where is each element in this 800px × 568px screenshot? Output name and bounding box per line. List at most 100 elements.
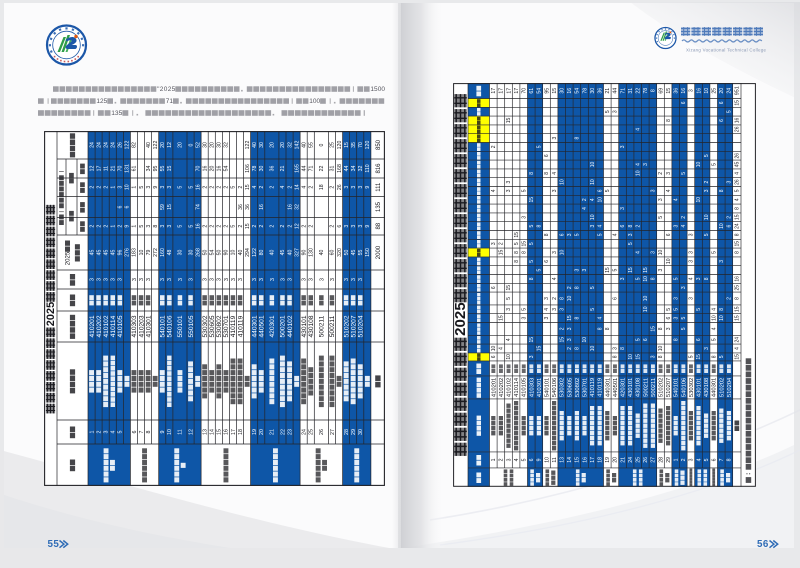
svg-text:15: 15 — [605, 267, 611, 273]
svg-text:500211: 500211 — [319, 315, 326, 337]
svg-text:3: 3 — [231, 278, 237, 281]
svg-text:3: 3 — [132, 278, 138, 281]
svg-text:3: 3 — [651, 251, 657, 254]
svg-text:3: 3 — [567, 338, 573, 341]
svg-text:31: 31 — [330, 166, 336, 172]
svg-text:10: 10 — [658, 346, 664, 352]
svg-text:50: 50 — [217, 250, 223, 256]
svg-text:3: 3 — [529, 355, 535, 358]
svg-text:30: 30 — [358, 429, 364, 435]
svg-text:26: 26 — [643, 457, 649, 463]
svg-text:34: 34 — [146, 166, 152, 172]
svg-text:78: 78 — [582, 88, 588, 94]
svg-text:2: 2 — [217, 225, 223, 228]
svg-text:15: 15 — [635, 354, 641, 360]
svg-text:2: 2 — [658, 172, 664, 175]
svg-text:52: 52 — [195, 142, 201, 148]
svg-text:74: 74 — [195, 204, 201, 210]
svg-text:5: 5 — [139, 225, 145, 228]
svg-text:5: 5 — [139, 186, 145, 189]
svg-text:327: 327 — [294, 248, 300, 257]
svg-text:3: 3 — [689, 233, 695, 236]
svg-text:10: 10 — [643, 306, 649, 312]
svg-text:5: 5 — [704, 233, 710, 236]
svg-text:1: 1 — [89, 430, 95, 433]
svg-text:8: 8 — [658, 327, 664, 330]
svg-text:5: 5 — [590, 308, 596, 311]
svg-text:21: 21 — [620, 457, 626, 463]
svg-text:183: 183 — [132, 248, 138, 257]
svg-text:3: 3 — [613, 110, 619, 113]
svg-text:120: 120 — [365, 141, 371, 150]
svg-text:82: 82 — [132, 142, 138, 148]
svg-text:16: 16 — [735, 118, 741, 124]
svg-text:3: 3 — [358, 186, 364, 189]
svg-text:10: 10 — [590, 346, 596, 352]
svg-text:500211: 500211 — [643, 378, 649, 397]
svg-text:45: 45 — [111, 250, 117, 256]
svg-text:3: 3 — [146, 278, 152, 281]
svg-text:4: 4 — [552, 277, 558, 280]
svg-text:430108: 430108 — [636, 378, 642, 397]
svg-text:15: 15 — [735, 354, 741, 360]
svg-text:6: 6 — [491, 355, 497, 358]
svg-text:320: 320 — [337, 248, 343, 257]
svg-text:530701: 530701 — [223, 315, 230, 337]
svg-text:2: 2 — [567, 347, 573, 350]
svg-text:3: 3 — [252, 278, 258, 281]
svg-text:6: 6 — [544, 154, 550, 157]
svg-text:17: 17 — [499, 88, 505, 94]
svg-text:8: 8 — [529, 277, 535, 280]
svg-text:10: 10 — [167, 429, 173, 435]
svg-text:5: 5 — [529, 224, 535, 227]
svg-text:430101: 430101 — [628, 378, 634, 397]
svg-text:2: 2 — [727, 216, 733, 219]
svg-text:5: 5 — [231, 225, 237, 228]
svg-text:3: 3 — [224, 278, 230, 281]
svg-text:1: 1 — [132, 186, 138, 189]
svg-text:30: 30 — [590, 88, 596, 94]
svg-text:90: 90 — [224, 250, 230, 256]
svg-text:2: 2 — [202, 225, 208, 228]
svg-text:5: 5 — [597, 233, 603, 236]
svg-text:5: 5 — [704, 458, 710, 461]
svg-text:5: 5 — [696, 308, 702, 311]
svg-text:3: 3 — [582, 268, 588, 271]
svg-text:70: 70 — [522, 88, 528, 94]
svg-text:45: 45 — [735, 162, 741, 168]
svg-text:71: 71 — [309, 166, 315, 172]
svg-text:3: 3 — [681, 286, 687, 289]
svg-text:40: 40 — [319, 250, 325, 256]
svg-text:540101: 540101 — [545, 378, 551, 397]
svg-text:16: 16 — [195, 223, 201, 229]
svg-text:1500: 1500 — [370, 86, 385, 93]
svg-text:10: 10 — [704, 214, 710, 220]
svg-text:17: 17 — [590, 457, 596, 463]
svg-text:4: 4 — [735, 347, 741, 350]
svg-text:510202: 510202 — [719, 378, 725, 397]
svg-text:142: 142 — [294, 141, 300, 150]
svg-text:15: 15 — [521, 241, 527, 247]
svg-text:44: 44 — [301, 166, 307, 172]
svg-text:10: 10 — [582, 337, 588, 343]
svg-text:410201: 410201 — [491, 378, 497, 397]
svg-text:50: 50 — [344, 250, 350, 256]
svg-text:3: 3 — [217, 278, 223, 281]
svg-text:20: 20 — [210, 166, 216, 172]
svg-text:16: 16 — [582, 457, 588, 463]
svg-text:16: 16 — [287, 204, 293, 210]
svg-text:15: 15 — [735, 315, 741, 321]
svg-text:3: 3 — [552, 189, 558, 192]
svg-text:9: 9 — [125, 225, 131, 228]
svg-text:10: 10 — [590, 214, 596, 220]
svg-text:7: 7 — [139, 430, 145, 433]
svg-text:4: 4 — [111, 430, 117, 433]
svg-text:40: 40 — [238, 250, 244, 256]
svg-text:4: 4 — [673, 198, 679, 201]
svg-text:4: 4 — [514, 458, 520, 461]
svg-text:2: 2 — [270, 186, 276, 189]
svg-text:30: 30 — [217, 142, 223, 148]
svg-text:510207: 510207 — [350, 315, 357, 337]
svg-text:20: 20 — [178, 142, 184, 148]
svg-text:12: 12 — [294, 223, 300, 229]
